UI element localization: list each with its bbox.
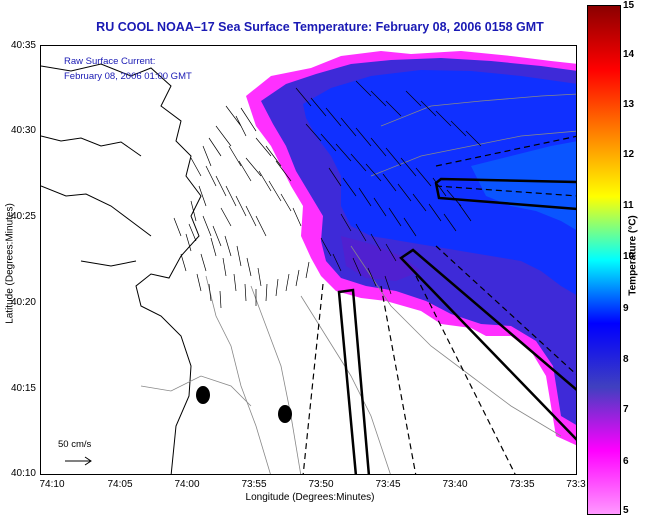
y-tick-label: 40:30 [10, 125, 36, 136]
current-vectors [173, 80, 482, 309]
x-tick-label: 74:05 [107, 479, 133, 490]
coastline [41, 63, 202, 474]
x-tick-label: 73:55 [241, 479, 267, 490]
x-tick-label: 73:35 [509, 479, 535, 490]
colorbar-tick: 8 [623, 354, 629, 365]
x-tick-label: 74:10 [39, 479, 65, 490]
transect-lines [302, 135, 576, 474]
colorbar-label: Temperature (°C) [627, 215, 639, 296]
temperature-colorbar [587, 5, 621, 515]
colorbar-tick: 10 [623, 251, 635, 262]
bathymetry-contours [140, 93, 576, 474]
colorbar-tick: 5 [623, 505, 629, 516]
x-tick-label: 73:40 [442, 479, 468, 490]
sst-field [246, 51, 576, 446]
colorbar-tick: 11 [623, 200, 634, 211]
buoy-marker [196, 386, 210, 404]
map-svg [41, 51, 576, 474]
map-plot [40, 45, 577, 475]
scale-label: 50 cm/s [58, 439, 92, 450]
scale-arrow [65, 456, 92, 466]
colorbar-tick: 12 [623, 149, 635, 160]
y-tick-label: 40:15 [10, 383, 36, 394]
colorbar-tick: 9 [623, 303, 629, 314]
colorbar-tick: 14 [623, 49, 635, 60]
colorbar-tick: 13 [623, 99, 635, 110]
legend-line-1: Raw Surface Current: [64, 56, 156, 67]
map-title: RU COOL NOAA–17 Sea Surface Temperature:… [96, 20, 544, 34]
y-tick-label: 40:20 [10, 297, 36, 308]
sampling-boxes [337, 177, 576, 474]
x-tick-label: 74:00 [174, 479, 200, 490]
x-tick-label: 73:45 [375, 479, 401, 490]
colorbar-tick: 7 [623, 404, 629, 415]
y-axis-label: Latitude (Degrees:Minutes) [4, 203, 16, 324]
x-tick-label: 73:3 [566, 479, 586, 490]
legend-line-2: February 08, 2006 01:00 GMT [64, 71, 192, 82]
y-tick-label: 40:25 [10, 211, 36, 222]
x-axis-label: Longitude (Degrees:Minutes) [245, 492, 375, 503]
colorbar-tick: 6 [623, 456, 629, 467]
y-tick-label: 40:35 [10, 40, 36, 51]
buoy-marker [278, 405, 292, 423]
y-tick-label: 40:10 [10, 468, 36, 479]
colorbar-tick: 15 [623, 0, 635, 11]
x-tick-label: 73:50 [308, 479, 334, 490]
